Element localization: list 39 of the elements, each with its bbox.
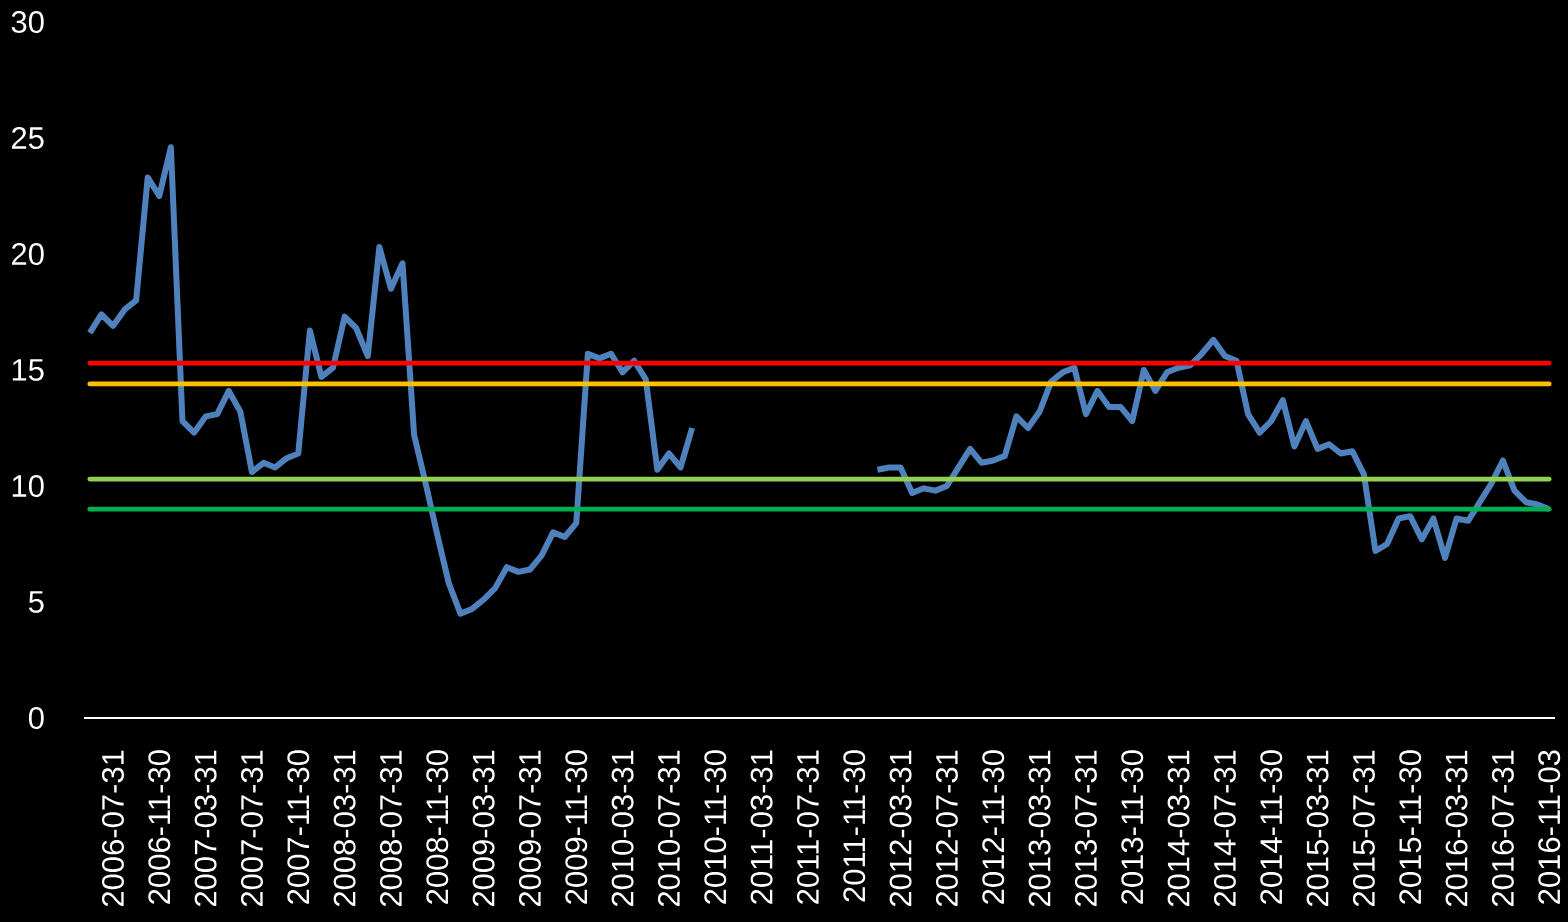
x-tick-label: 2011-07-31	[796, 750, 819, 904]
x-tick-label: 2013-11-30	[1121, 750, 1144, 904]
y-tick-label: 0	[28, 707, 44, 729]
x-tick-label: 2009-11-30	[565, 750, 588, 904]
x-tick-label: 2009-07-31	[518, 750, 541, 907]
x-tick-label: 2008-07-31	[379, 750, 402, 907]
x-tick-label: 2016-03-31	[1445, 750, 1468, 907]
y-tick-label: 5	[28, 591, 44, 613]
x-tick-label: 2015-07-31	[1352, 750, 1375, 907]
x-tick-label: 2013-03-31	[1028, 750, 1051, 907]
x-tick-label: 2012-03-31	[889, 750, 912, 907]
x-tick-label: 2014-03-31	[1167, 750, 1190, 907]
y-tick-label: 30	[11, 11, 44, 33]
x-tick-label: 2014-11-30	[1260, 750, 1283, 904]
x-tick-label: 2007-07-31	[240, 750, 263, 907]
x-tick-label: 2012-11-30	[982, 750, 1005, 904]
x-tick-label: 2010-03-31	[611, 750, 634, 907]
y-tick-label: 10	[12, 475, 44, 497]
x-tick-label: 2007-11-30	[287, 750, 310, 904]
x-tick-label: 2010-07-31	[657, 750, 680, 907]
x-tick-label: 2006-11-30	[148, 750, 171, 904]
x-tick-label: 2008-03-31	[333, 750, 356, 907]
y-tick-label: 15	[12, 359, 44, 381]
x-tick-label: 2011-11-30	[843, 750, 866, 902]
y-tick-label: 25	[12, 127, 44, 149]
x-tick-label: 2006-07-31	[101, 750, 124, 907]
x-tick-label: 2007-03-31	[194, 750, 217, 907]
x-tick-label: 2016-11-03	[1538, 750, 1561, 904]
x-tick-label: 2008-11-30	[426, 750, 449, 904]
x-tick-label: 2013-07-31	[1074, 750, 1097, 907]
x-tick-label: 2015-03-31	[1306, 750, 1329, 907]
x-tick-label: 2015-11-30	[1399, 750, 1422, 904]
y-tick-label: 20	[12, 243, 44, 265]
x-tick-label: 2009-03-31	[472, 750, 495, 907]
x-tick-label: 2016-07-31	[1491, 750, 1514, 907]
x-tick-label: 2011-03-31	[750, 750, 773, 904]
x-tick-label: 2010-11-30	[704, 750, 727, 904]
x-tick-label: 2012-07-31	[935, 750, 958, 907]
x-tick-label: 2014-07-31	[1213, 750, 1236, 907]
